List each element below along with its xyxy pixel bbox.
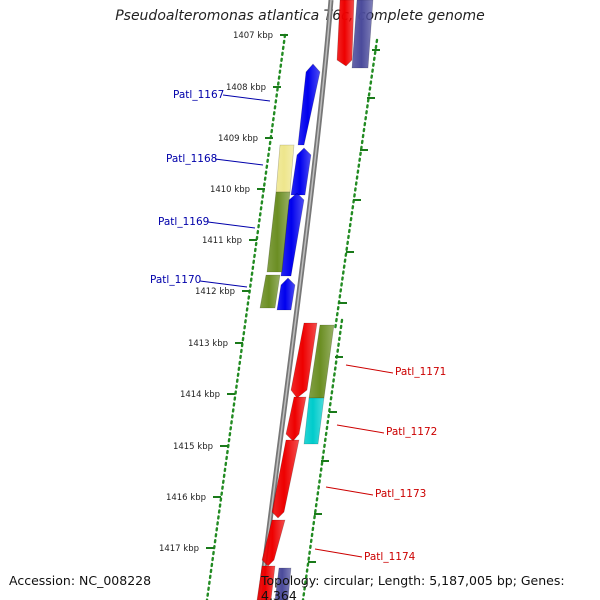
feature-track-right — [333, 38, 379, 332]
gene-label: Patl_1172 — [386, 426, 437, 438]
feature-olive-1 — [266, 191, 291, 273]
scale-label: 1414 kbp — [180, 390, 220, 400]
gene-reverse-bottom — [256, 565, 276, 600]
scale-label: 1412 kbp — [195, 287, 235, 297]
scale-label: 1415 kbp — [173, 442, 213, 452]
scale-label: 1413 kbp — [188, 339, 228, 349]
gene-label: Patl_1170 — [150, 274, 201, 286]
feature-purple-bottom — [274, 567, 292, 600]
feature-olive-2 — [259, 274, 281, 309]
scale-label: 1410 kbp — [210, 185, 250, 195]
gene-label-leader — [199, 280, 248, 288]
scale-label: 1417 kbp — [159, 544, 199, 554]
gene-label: Patl_1173 — [375, 488, 426, 500]
gene-label-leader — [345, 364, 394, 374]
genome-title: Pseudoalteromonas atlantica T6c, complet… — [115, 8, 485, 24]
scale-label: 1409 kbp — [218, 134, 258, 144]
scale-label: 1408 kbp — [226, 83, 266, 93]
gene-label: Patl_1174 — [364, 551, 416, 563]
gene-forward-1170 — [276, 277, 296, 311]
accession-label: Accession: NC_008228 — [9, 573, 152, 588]
scale-track-outer — [205, 33, 287, 600]
gene-label-leader — [222, 94, 271, 102]
feature-yellow — [275, 144, 295, 193]
feature-cyan — [303, 397, 325, 445]
gene-label: Patl_1167 — [173, 89, 224, 101]
gene-label-leader — [336, 424, 385, 434]
gene-label: Patl_1169 — [158, 216, 209, 228]
gene-reverse-1172 — [285, 396, 307, 442]
gene-reverse-top — [336, 0, 355, 67]
genome-backbone-highlight — [259, 0, 332, 600]
feature-track-inner — [301, 318, 344, 600]
gene-forward-1167 — [297, 63, 321, 146]
gene-label-leader — [314, 548, 363, 558]
gene-reverse-1171 — [290, 322, 318, 399]
feature-purple-top — [351, 0, 374, 69]
gene-label: Patl_1171 — [395, 366, 446, 378]
gene-reverse-1174 — [261, 519, 286, 567]
gene-label-leader — [214, 158, 264, 166]
gene-label: Patl_1168 — [166, 153, 217, 165]
scale-label: 1411 kbp — [202, 236, 242, 246]
gene-reverse-1173 — [271, 439, 300, 519]
scale-label: 1416 kbp — [166, 493, 206, 503]
topology-label: Topology: circular; Length: 5,187,005 bp… — [261, 573, 565, 600]
scale-label: 1407 kbp — [233, 31, 273, 41]
gene-label-leader — [325, 486, 374, 496]
gene-label-leader — [207, 221, 256, 229]
gene-forward-1168 — [290, 147, 312, 196]
